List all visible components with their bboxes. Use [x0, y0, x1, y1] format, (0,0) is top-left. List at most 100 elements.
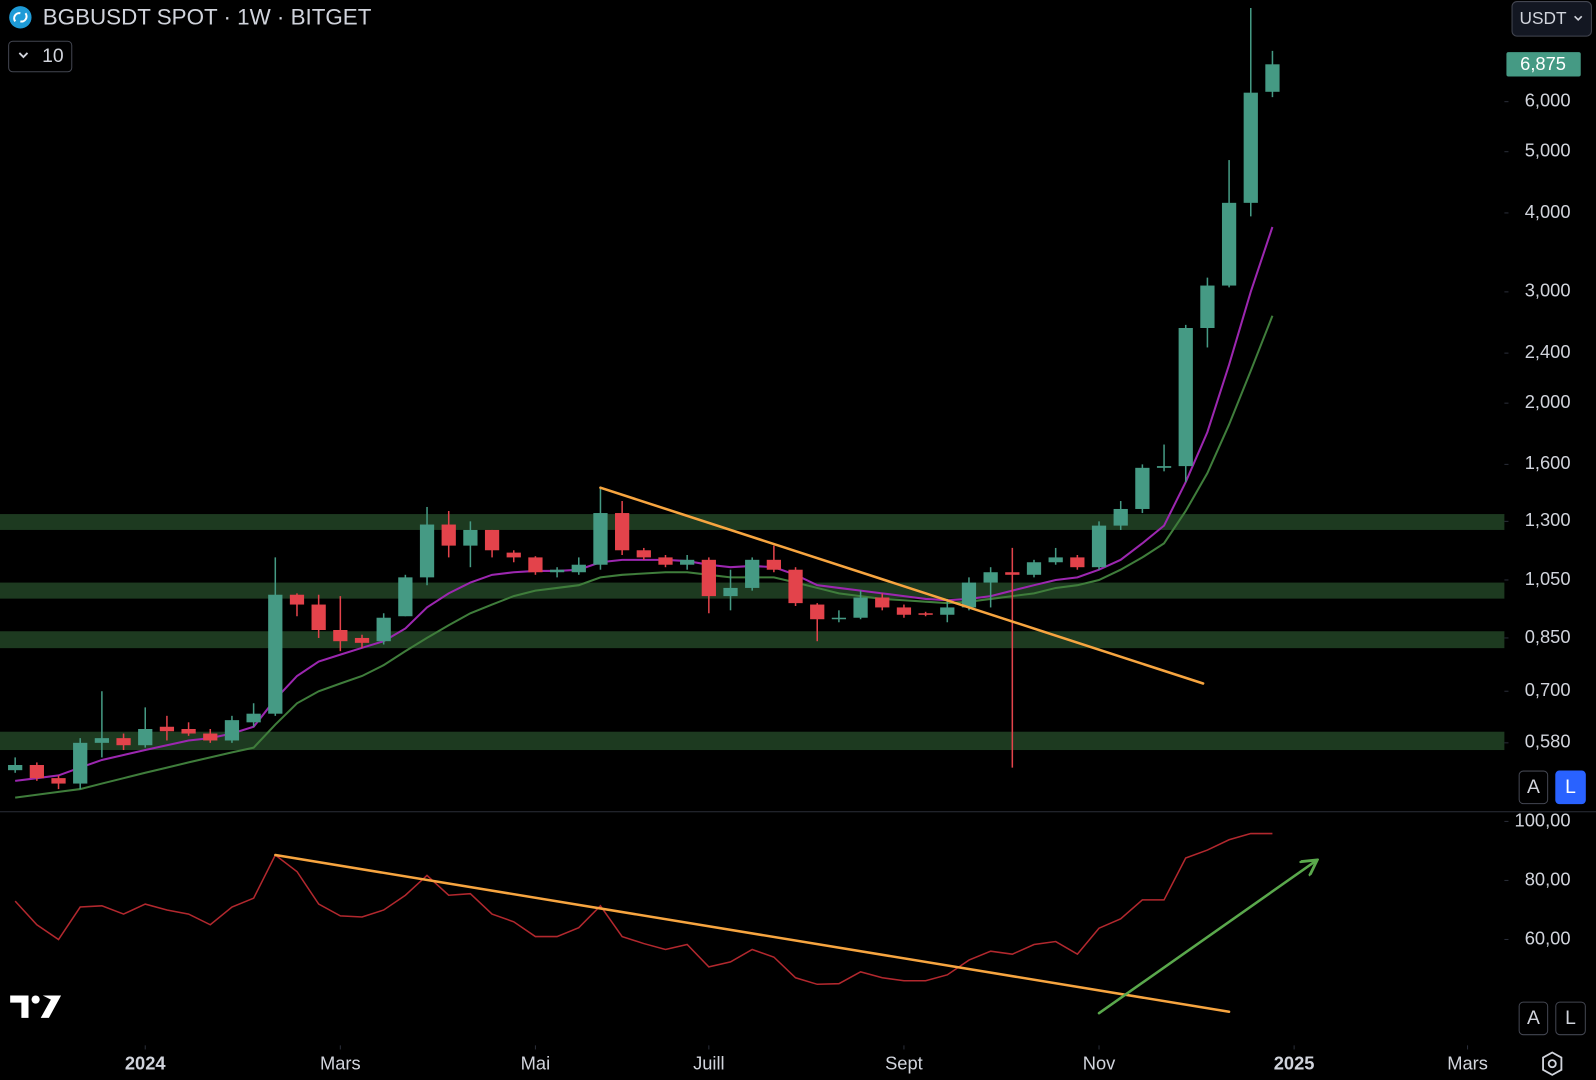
- log-scale-label: L: [1565, 777, 1576, 798]
- arrow: [1097, 861, 1316, 1015]
- x-tick-label: Mai: [521, 1053, 551, 1074]
- candle-body: [354, 637, 370, 643]
- y-tick-label: 60,00: [1525, 927, 1571, 948]
- candle-body: [1265, 64, 1280, 92]
- y-tick-label: 80,00: [1525, 868, 1571, 889]
- candle-body: [658, 557, 673, 565]
- x-tick-label: Mars: [1447, 1053, 1488, 1074]
- y-tick-label: 4,000: [1525, 201, 1571, 222]
- candle-body: [1156, 466, 1172, 468]
- candle-body: [268, 594, 283, 714]
- chart-title: BGBUSDT SPOT · 1W · BITGET: [43, 4, 372, 29]
- candle-body: [1200, 285, 1215, 329]
- y-tick-label: 3,000: [1525, 280, 1571, 301]
- auto-scale-button[interactable]: [1518, 1001, 1549, 1036]
- rsi-line: [14, 832, 1273, 986]
- candle-body: [94, 738, 110, 743]
- candle-body: [723, 587, 738, 597]
- candle-body: [528, 557, 543, 573]
- candle-body: [203, 733, 218, 741]
- last-price-badge: [1506, 52, 1581, 77]
- candle-body: [51, 778, 66, 784]
- candle-body: [680, 559, 695, 565]
- candle-body: [918, 613, 933, 615]
- y-tick-label: 2,000: [1525, 391, 1571, 412]
- candle-body: [788, 569, 803, 604]
- candle-body: [506, 552, 521, 558]
- candle-body: [961, 582, 977, 608]
- indicator-button-label: 10: [42, 46, 64, 67]
- candle-body: [463, 529, 478, 546]
- y-tick-label: 0,850: [1525, 626, 1571, 647]
- candle-body: [419, 524, 435, 578]
- candle-body: [333, 629, 348, 642]
- candle-body: [398, 577, 413, 617]
- candle-body: [983, 572, 998, 583]
- x-tick-label: Sept: [885, 1053, 923, 1074]
- candle-body: [1221, 202, 1237, 286]
- candle-body: [636, 550, 651, 558]
- plot-layer: [8, 8, 1509, 1050]
- candle-body: [1113, 508, 1128, 526]
- candle-body: [571, 564, 586, 573]
- auto-scale-button[interactable]: [1518, 770, 1549, 805]
- y-tick-label: 100,00: [1515, 809, 1571, 830]
- candle-body: [940, 607, 955, 615]
- chevron-icon: [18, 52, 29, 59]
- candle-body: [441, 524, 456, 546]
- y-tick-label: 6,000: [1525, 90, 1571, 111]
- candle-body: [181, 728, 196, 734]
- candle-body: [484, 529, 500, 551]
- tradingview-logo: [10, 995, 62, 1018]
- trendline: [274, 853, 1231, 1014]
- log-scale-button[interactable]: [1555, 1001, 1586, 1036]
- y-tick-label: 1,600: [1525, 452, 1571, 473]
- candle-body: [29, 764, 44, 779]
- candle-body: [745, 559, 760, 588]
- candle-body: [1005, 572, 1020, 575]
- moving-average: [15, 315, 1274, 799]
- x-tick-label: 2024: [125, 1053, 167, 1074]
- currency-button[interactable]: [1511, 1, 1592, 37]
- symbol-icon: [9, 6, 32, 29]
- symbol-icon-glyph: [13, 12, 28, 23]
- settings-icon[interactable]: [1542, 1051, 1563, 1076]
- candle-body: [593, 513, 608, 565]
- last-price-label: 6,875: [1520, 53, 1566, 74]
- trendline: [599, 486, 1205, 685]
- zone: [0, 631, 1505, 649]
- candle-body: [810, 604, 825, 620]
- candle-body: [853, 597, 868, 618]
- y-tick-label: 0,700: [1525, 679, 1571, 700]
- zone: [0, 731, 1505, 751]
- candle-body: [138, 728, 153, 746]
- chevron-icon: [1574, 15, 1583, 22]
- candle-body: [159, 726, 175, 732]
- candle-body: [1070, 557, 1085, 568]
- currency-label: USDT: [1520, 8, 1568, 28]
- candle-body: [831, 617, 847, 620]
- candle-body: [73, 742, 88, 784]
- y-tick-label: 1,300: [1525, 509, 1571, 530]
- candle-body: [875, 597, 890, 608]
- indicator-button[interactable]: [8, 40, 73, 73]
- x-tick-label: Juill: [693, 1053, 725, 1074]
- auto-scale-label: A: [1527, 777, 1540, 798]
- y-tick-label: 5,000: [1525, 140, 1571, 161]
- candle-body: [224, 720, 240, 741]
- candle-body: [549, 569, 565, 573]
- zone: [0, 514, 1505, 530]
- y-tick-label: 1,050: [1525, 568, 1571, 589]
- candle-body: [8, 764, 23, 771]
- candle-body: [896, 607, 912, 615]
- candle-body: [1243, 92, 1258, 203]
- candle-body: [1026, 562, 1042, 575]
- moving-average: [15, 226, 1274, 782]
- x-tick-label: Nov: [1083, 1053, 1116, 1074]
- y-tick-label: 2,400: [1525, 341, 1571, 362]
- candle-body: [615, 513, 630, 551]
- log-scale-button[interactable]: [1555, 770, 1586, 805]
